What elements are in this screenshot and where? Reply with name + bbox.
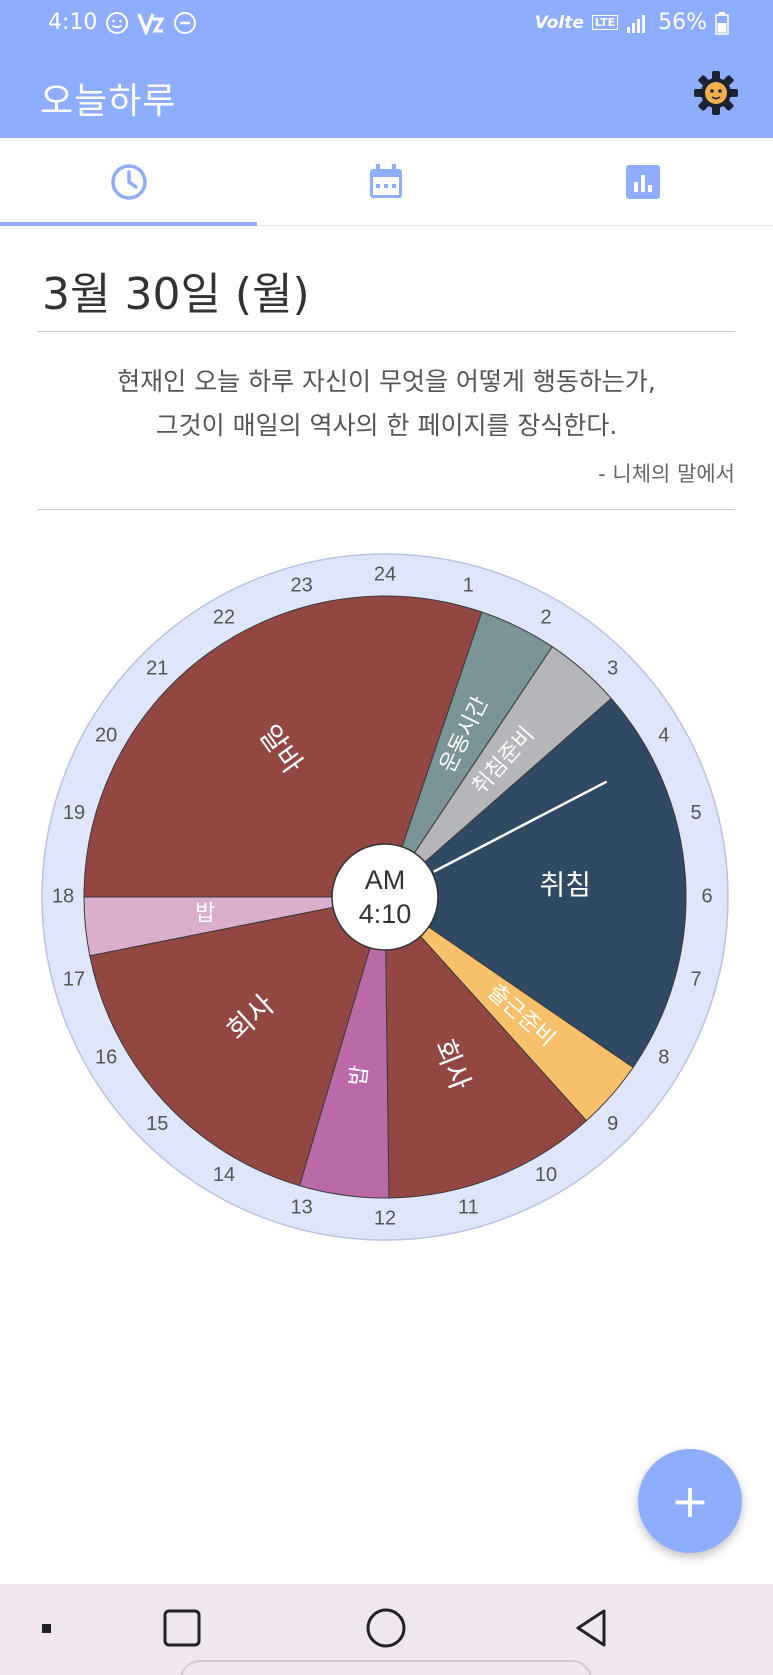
tab-statistics[interactable] bbox=[514, 138, 771, 226]
hour-label: 18 bbox=[52, 885, 74, 907]
quote-text: 현재인 오늘 하루 자신이 무엇을 어떻게 행동하는가, 그것이 매일의 역사의… bbox=[38, 360, 735, 448]
hour-label: 4 bbox=[658, 724, 669, 746]
app-title: 오늘하루 bbox=[40, 81, 177, 122]
hour-label: 20 bbox=[95, 724, 117, 746]
status-left: 4:10 bbox=[48, 10, 197, 35]
clock-segment-label: 취침 bbox=[540, 868, 592, 901]
quote-line-2: 그것이 매일의 역사의 한 페이지를 장식한다. bbox=[155, 411, 618, 440]
hour-label: 3 bbox=[607, 658, 618, 680]
clock-segment[interactable] bbox=[89, 896, 386, 1187]
hour-label: 1 bbox=[463, 574, 474, 596]
hour-label: 23 bbox=[291, 574, 313, 596]
quote-source: - 니체의 말에서 bbox=[598, 462, 735, 486]
hour-label: 5 bbox=[690, 802, 701, 824]
home-icon[interactable] bbox=[364, 1606, 408, 1650]
system-nav-bar bbox=[0, 1584, 773, 1675]
hour-label: 8 bbox=[658, 1046, 669, 1068]
volte-indicator: Volte bbox=[534, 12, 584, 33]
recents-icon[interactable] bbox=[160, 1606, 204, 1650]
smiley-icon bbox=[106, 11, 129, 34]
hour-label: 9 bbox=[607, 1113, 618, 1135]
back-icon[interactable] bbox=[570, 1606, 614, 1650]
gear-icon[interactable] bbox=[693, 70, 739, 116]
calendar-icon bbox=[369, 164, 402, 198]
hour-label: 13 bbox=[291, 1196, 313, 1218]
hour-label: 17 bbox=[63, 969, 85, 991]
clock-segment-label: 밥 bbox=[195, 902, 215, 927]
clock-segment[interactable] bbox=[83, 595, 483, 898]
hour-label: 16 bbox=[95, 1046, 117, 1068]
status-time: 4:10 bbox=[48, 10, 98, 35]
date-title: 3월 30일 (월) bbox=[42, 269, 310, 320]
clock-icon bbox=[110, 164, 147, 200]
app-v-icon bbox=[137, 12, 166, 35]
current-time-hand bbox=[433, 780, 608, 873]
battery-percent: 56% bbox=[658, 10, 707, 35]
center-period: AM bbox=[365, 865, 406, 895]
clock-center bbox=[331, 843, 439, 951]
clock-segment[interactable] bbox=[384, 895, 588, 1199]
hour-label: 12 bbox=[374, 1207, 396, 1229]
gesture-pill bbox=[180, 1660, 592, 1675]
add-label: + bbox=[670, 1474, 710, 1528]
do-not-disturb-icon bbox=[174, 11, 197, 34]
hour-label: 14 bbox=[213, 1164, 235, 1186]
hour-label: 7 bbox=[690, 969, 701, 991]
center-time: 4:10 bbox=[359, 899, 412, 929]
hour-label: 21 bbox=[146, 658, 168, 680]
tab-bar bbox=[0, 138, 773, 226]
add-button[interactable]: + bbox=[638, 1449, 742, 1553]
signal-icon bbox=[627, 14, 646, 33]
hour-label: 19 bbox=[63, 802, 85, 824]
tab-indicator bbox=[0, 222, 257, 226]
bar-chart-icon bbox=[625, 165, 660, 199]
hour-label: 24 bbox=[374, 563, 396, 585]
battery-icon bbox=[715, 11, 729, 35]
tab-calendar[interactable] bbox=[257, 138, 514, 226]
clock-segment[interactable] bbox=[384, 697, 687, 1069]
status-right: Volte LTE 56% bbox=[535, 10, 729, 35]
hour-label: 10 bbox=[535, 1164, 557, 1186]
tab-clock[interactable] bbox=[0, 138, 257, 226]
hour-label: 15 bbox=[146, 1113, 168, 1135]
hour-label: 2 bbox=[540, 606, 551, 628]
small-square-icon[interactable] bbox=[24, 1606, 68, 1650]
hour-label: 22 bbox=[213, 606, 235, 628]
clock-segment-label: 밥 bbox=[346, 1064, 374, 1087]
hour-label: 6 bbox=[701, 885, 712, 907]
divider-top bbox=[38, 331, 735, 332]
divider-bottom bbox=[38, 509, 735, 510]
quote-line-1: 현재인 오늘 하루 자신이 무엇을 어떻게 행동하는가, bbox=[117, 367, 656, 396]
app-bar: 오늘하루 bbox=[0, 48, 773, 138]
status-bar: 4:10 Volte LTE 56% bbox=[0, 0, 773, 48]
hour-label: 11 bbox=[458, 1196, 479, 1218]
lte-indicator: LTE bbox=[591, 15, 619, 30]
